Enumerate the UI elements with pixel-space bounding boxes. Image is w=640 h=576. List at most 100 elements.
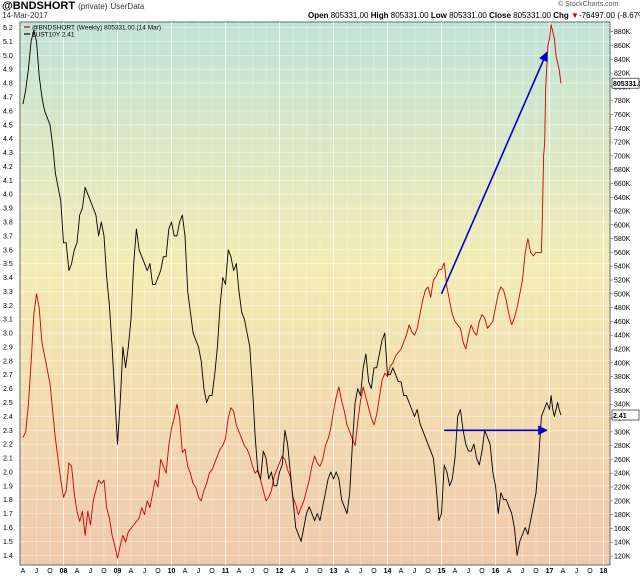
right-tick-label: 440K [614,333,631,340]
high-value: 805331.00 [390,11,429,20]
x-tick-label: A [129,568,134,575]
left-tick-label: 5.2 [3,25,13,32]
x-tick-label: O [47,568,53,575]
left-tick-label: 3.3 [3,289,13,296]
x-tick-label: J [35,568,39,575]
left-tick-label: 4.8 [3,81,13,88]
right-tick-label: 740K [614,126,631,133]
chg-label: Chg [553,11,569,20]
x-axis: A J O 08 A J O 09 A J O 10 A J O 11 A J O 12 A J O 13 A J O 14 A J O 15… [21,568,608,575]
left-tick-label: 4.6 [3,108,13,115]
left-tick-label: 2.9 [3,344,13,351]
left-tick-label: 4.5 [3,122,13,129]
x-tick-label: J [251,568,255,575]
right-tick-label: 140K [614,540,631,547]
x-tick-label: J [89,568,93,575]
close-value: 805331.00 [513,11,551,20]
plot-area [19,21,611,566]
right-tick-label: 820K [614,71,631,78]
x-tick-label: 17 [546,568,554,575]
x-tick-label: J [359,568,363,575]
right-tick-label: 700K [614,153,631,160]
right-tick-label: 860K [614,43,631,50]
right-tick-label: 460K [614,319,631,326]
x-tick-label: A [21,568,26,575]
right-tick-label: 720K [614,140,631,147]
right-tick-label: 840K [614,57,631,64]
x-tick-label: J [143,568,147,575]
x-tick-label: 14 [384,568,392,575]
right-tick-label: 560K [614,250,631,257]
right-tick-label: 120K [614,554,631,561]
legend: @BNDSHORT (Weekly) 805331.00 (14 Mar)$US… [24,25,161,39]
left-tick-label: 3.8 [3,219,13,226]
x-tick-label: A [399,568,404,575]
x-tick-label: O [263,568,269,575]
right-tick-label: 480K [614,305,631,312]
ohlc-readout: Open 805331.00 High 805331.00 Low 805331… [308,11,640,20]
right-tick-label: 360K [614,388,631,395]
right-tick-label: 340K [614,402,631,409]
left-tick-label: 2.7 [3,372,13,379]
left-tick-label: 5.0 [3,53,13,60]
left-tick-label: 2.4 [3,414,13,421]
right-tick-label: 540K [614,264,631,271]
x-tick-label: A [507,568,512,575]
x-tick-label: A [291,568,296,575]
right-tick-label: 200K [614,498,631,505]
right-tick-label: 620K [614,209,631,216]
x-tick-label: J [197,568,201,575]
source-label: UserData [110,2,145,11]
low-label: Low [430,11,447,20]
left-tick-label: 4.0 [3,192,13,199]
left-tick-label: 3.0 [3,331,13,338]
x-tick-label: O [479,568,485,575]
close-label: Close [489,11,511,20]
x-tick-label: O [425,568,431,575]
x-tick-label: J [575,568,579,575]
right-tick-label: 580K [614,236,631,243]
grid [20,22,610,565]
x-tick-label: J [467,568,471,575]
left-tick-label: 4.2 [3,164,13,171]
high-label: High [370,11,389,20]
legend-label: $UST10Y 2.41 [32,32,75,39]
legend-label: @BNDSHORT (Weekly) 805331.00 (14 Mar) [32,25,161,32]
right-tick-label: 260K [614,457,631,464]
x-tick-label: 18 [600,568,608,575]
series-line-ust10y [22,29,562,556]
right-tick-label: 880K [614,29,631,36]
x-tick-label: 09 [114,568,122,575]
x-tick-label: J [521,568,525,575]
left-tick-label: 3.1 [3,317,13,324]
x-tick-label: 16 [492,568,500,575]
right-tick-label: 520K [614,278,631,285]
annotations [440,51,548,436]
right-tick-label: 780K [614,98,631,105]
left-tick-label: 2.1 [3,456,13,463]
x-tick-label: J [305,568,309,575]
left-tick-label: 4.9 [3,67,13,74]
x-tick-label: 11 [222,568,230,575]
left-tick-label: 4.3 [3,150,13,157]
x-tick-label: O [371,568,377,575]
right-tick-label: 220K [614,485,631,492]
left-tick-label: 2.3 [3,428,13,435]
left-tick-label: 4.1 [3,178,13,185]
left-tick-label: 1.6 [3,525,13,532]
right-tick-label: 760K [614,112,631,119]
right-axis: 880K860K840K820K800K780K760K740K720K700K… [610,29,631,561]
left-tick-label: 1.9 [3,483,13,490]
x-tick-label: J [413,568,417,575]
x-tick-label: A [75,568,80,575]
left-tick-label: 4.7 [3,94,13,101]
left-tick-label: 1.8 [3,497,13,504]
last-value-tag-label: 2.41 [613,413,627,420]
x-tick-label: 08 [60,568,68,575]
right-tick-label: 600K [614,222,631,229]
left-tick-label: 2.8 [3,358,13,365]
x-tick-label: O [101,568,107,575]
last-value-tag-box [611,409,640,421]
